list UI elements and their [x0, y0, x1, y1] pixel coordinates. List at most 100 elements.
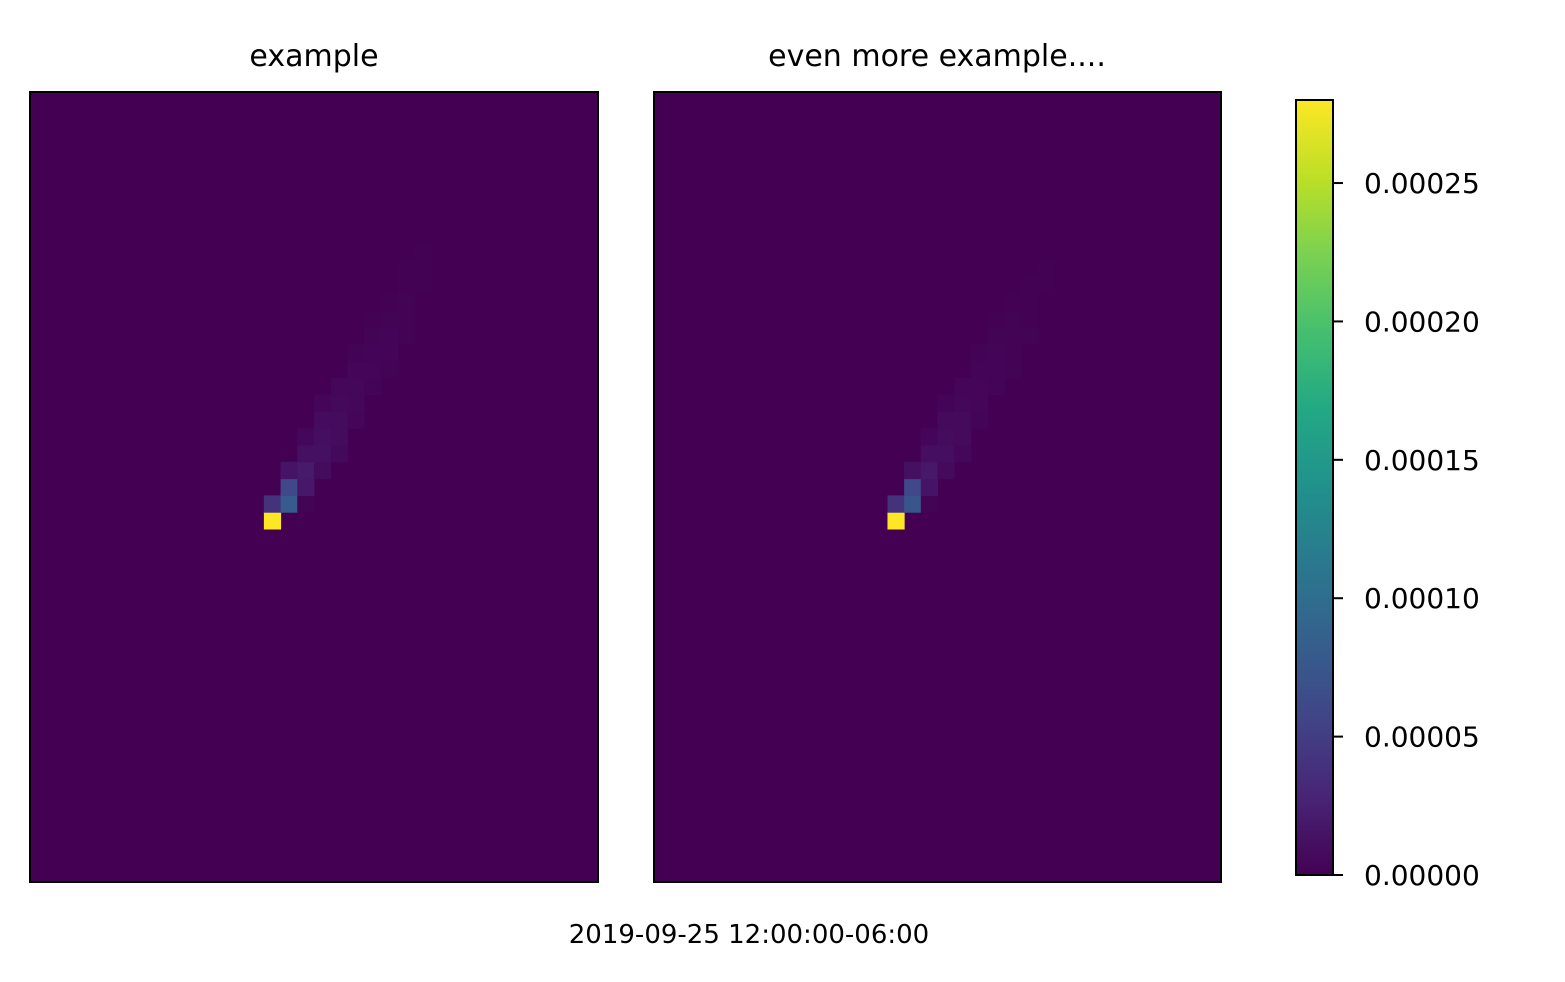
heatmap-cell	[920, 478, 938, 496]
colorbar-tick-label: 0.00020	[1364, 305, 1480, 338]
heatmap-cell	[970, 360, 989, 379]
heatmap-cell	[280, 478, 298, 496]
heatmap-cell	[364, 344, 382, 362]
heatmap-cell	[314, 444, 332, 463]
heatmap-cells	[887, 260, 1055, 530]
heatmap-cell	[364, 360, 382, 379]
heatmap-cell	[904, 478, 922, 496]
heatmap-cell	[887, 512, 905, 530]
colorbar-ticks: 0.00000 0.00005 0.00010 0.00015 0.00020 0.000…	[1333, 167, 1480, 892]
heatmap-panel-example: example	[29, 39, 599, 883]
heatmap-cell	[937, 428, 955, 446]
heatmap-cell	[987, 377, 1005, 396]
heatmap-cell	[1004, 293, 1022, 312]
heatmap-cell	[397, 310, 415, 328]
heatmap-cell	[414, 276, 432, 295]
heatmap-cell	[397, 293, 415, 312]
heatmap-cell	[970, 411, 989, 429]
heatmap-cell	[397, 276, 415, 295]
heatmap-cell	[937, 444, 955, 463]
heatmap-cell	[987, 344, 1005, 362]
heatmap-cell	[937, 394, 955, 412]
heatmap-cell	[364, 377, 382, 396]
heatmap-cell	[330, 411, 348, 429]
axes-frame	[653, 91, 1222, 883]
heatmap-cell	[1004, 360, 1022, 379]
footer-timestamp: 2019-09-25 12:00:00-06:00	[569, 920, 929, 950]
heatmap-cell	[314, 428, 332, 446]
heatmap-cell	[280, 461, 298, 480]
heatmap-cell	[297, 428, 315, 446]
heatmap-cell	[347, 377, 365, 396]
colorbar-tick-label: 0.00000	[1364, 859, 1480, 892]
axes-frame	[29, 91, 599, 883]
heatmap-cell	[414, 243, 432, 261]
heatmap-cell	[970, 344, 989, 362]
heatmap-cell	[954, 411, 972, 429]
heatmap-cell	[314, 411, 332, 429]
heatmap-cell	[347, 360, 365, 379]
heatmap-cell	[397, 260, 415, 278]
panel-title: example	[249, 39, 378, 74]
heatmap-cell	[937, 411, 955, 429]
heatmap-cell	[280, 495, 298, 513]
heatmap-cell	[263, 512, 282, 530]
colorbar-tick-label: 0.00015	[1364, 444, 1480, 477]
heatmap-cell	[920, 444, 938, 463]
heatmap-cell	[297, 444, 315, 463]
heatmap-cell	[364, 327, 382, 345]
heatmap-cell	[380, 327, 399, 345]
heatmap-cell	[314, 394, 332, 412]
colorbar-tick-label: 0.00025	[1364, 167, 1480, 200]
heatmap-panel-even-more-example: even more example....	[653, 39, 1222, 883]
heatmap-cell	[904, 461, 922, 480]
panel-title: even more example....	[768, 39, 1106, 74]
heatmap-cell	[920, 428, 938, 446]
heatmap-cell	[1020, 276, 1039, 295]
heatmap-cell	[263, 495, 282, 513]
heatmap-cell	[380, 293, 399, 312]
heatmap-cell	[937, 461, 955, 480]
colorbar-tick-label: 0.00005	[1364, 721, 1480, 754]
colorbar-frame	[1295, 99, 1334, 876]
heatmap-cell	[330, 444, 348, 463]
heatmap-cell	[314, 461, 332, 480]
heatmap-cell	[1037, 276, 1055, 295]
heatmap-cell	[1004, 327, 1022, 345]
heatmap-cell	[904, 495, 922, 513]
heatmap-cell	[330, 428, 348, 446]
heatmap-cell	[1004, 310, 1022, 328]
heatmap-cells	[263, 243, 432, 530]
heatmap-cell	[347, 394, 365, 412]
heatmap-cell	[1020, 310, 1039, 328]
heatmap-cell	[297, 478, 315, 496]
heatmap-cell	[987, 327, 1005, 345]
colorbar-gradient	[1296, 100, 1333, 875]
heatmap-cell	[380, 310, 399, 328]
heatmap-cell	[1037, 260, 1055, 278]
heatmap-cell	[887, 495, 905, 513]
heatmap-cell	[297, 495, 315, 513]
colorbar-tick-label: 0.00010	[1364, 582, 1480, 615]
heatmap-cell	[987, 310, 1005, 328]
heatmap-cell	[380, 360, 399, 379]
heatmap-cell	[954, 428, 972, 446]
heatmap-cell	[330, 394, 348, 412]
heatmap-cell	[920, 461, 938, 480]
heatmap-cell	[1020, 293, 1039, 312]
heatmap-cell	[347, 344, 365, 362]
heatmap-cell	[1020, 327, 1039, 345]
heatmap-cell	[970, 394, 989, 412]
heatmap-cell	[1004, 344, 1022, 362]
heatmap-cell	[920, 495, 938, 513]
heatmap-cell	[954, 444, 972, 463]
heatmap-cell	[364, 310, 382, 328]
colorbar: 0.00000 0.00005 0.00010 0.00015 0.00020 0.000…	[1295, 99, 1480, 892]
heatmap-cell	[954, 377, 972, 396]
heatmap-cell	[397, 327, 415, 345]
heatmap-cell	[380, 344, 399, 362]
heatmap-cell	[414, 260, 432, 278]
heatmap-cell	[297, 461, 315, 480]
heatmap-cell	[987, 360, 1005, 379]
